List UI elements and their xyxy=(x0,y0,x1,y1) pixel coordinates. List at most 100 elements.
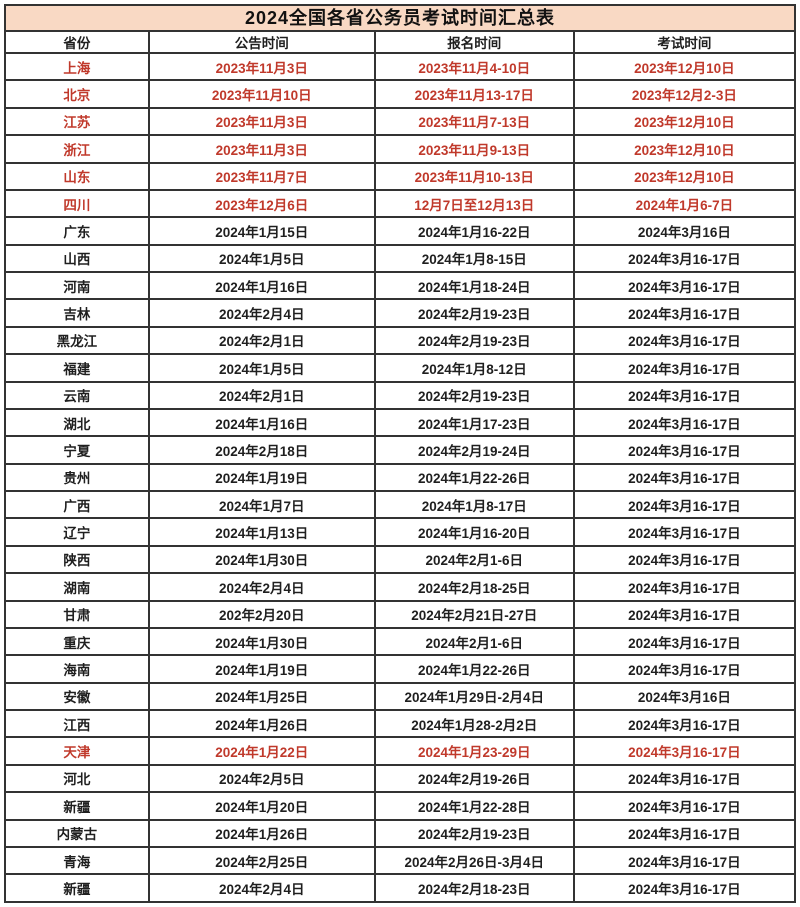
table-row: 北京 2023年11月10日 2023年11月13-17日 2023年12月2-… xyxy=(4,79,797,109)
province-cell: 新疆 xyxy=(4,791,150,821)
table-row: 山西 2024年1月5日 2024年1月8-15日 2024年3月16-17日 xyxy=(4,243,797,274)
province-cell: 安徽 xyxy=(4,681,150,712)
announce-time-cell: 2023年11月7日 xyxy=(147,161,376,191)
announce-time-cell: 2024年1月30日 xyxy=(147,626,376,657)
exam-time-cell: 2024年3月16-17日 xyxy=(572,462,797,493)
province-cell: 山东 xyxy=(4,161,150,191)
exam-time-cell: 2024年3月16-17日 xyxy=(572,407,797,438)
province-cell: 甘肃 xyxy=(4,599,150,629)
table-row: 河北 2024年2月5日 2024年2月19-26日 2024年3月16-17日 xyxy=(4,763,797,794)
announce-time-cell: 2024年2月18日 xyxy=(147,435,376,465)
announce-time-cell: 2023年11月3日 xyxy=(147,134,376,164)
province-cell: 宁夏 xyxy=(4,435,150,465)
exam-time-cell: 2024年3月16-17日 xyxy=(572,763,797,794)
announce-time-cell: 2024年1月16日 xyxy=(147,407,376,438)
announce-time-cell: 2024年2月1日 xyxy=(147,325,376,356)
announce-time-cell: 2024年1月26日 xyxy=(147,818,376,848)
province-cell: 辽宁 xyxy=(4,517,150,547)
exam-time-cell: 2024年3月16-17日 xyxy=(572,708,797,739)
register-time-cell: 2024年1月8-15日 xyxy=(373,243,575,274)
province-cell: 江苏 xyxy=(4,106,150,137)
table-row: 辽宁 2024年1月13日 2024年1月16-20日 2024年3月16-17… xyxy=(4,517,797,547)
province-cell: 云南 xyxy=(4,380,150,410)
exam-time-cell: 2024年3月16-17日 xyxy=(572,435,797,465)
exam-time-cell: 2024年3月16-17日 xyxy=(572,517,797,547)
register-time-cell: 2023年11月4-10日 xyxy=(373,51,575,82)
announce-time-cell: 2023年11月3日 xyxy=(147,106,376,137)
province-cell: 新疆 xyxy=(4,873,150,903)
province-cell: 浙江 xyxy=(4,134,150,164)
register-time-cell: 2024年1月16-20日 xyxy=(373,517,575,547)
announce-time-cell: 2024年1月15日 xyxy=(147,216,376,246)
exam-time-cell: 2023年12月10日 xyxy=(572,161,797,191)
register-time-cell: 2024年2月19-26日 xyxy=(373,763,575,794)
register-time-cell: 2024年2月19-23日 xyxy=(373,298,575,328)
announce-time-cell: 202年2月20日 xyxy=(147,599,376,629)
announce-time-cell: 2024年2月1日 xyxy=(147,380,376,410)
announce-time-cell: 2024年1月25日 xyxy=(147,681,376,712)
province-cell: 天津 xyxy=(4,736,150,766)
register-time-cell: 2024年1月22-28日 xyxy=(373,791,575,821)
province-cell: 北京 xyxy=(4,79,150,109)
province-cell: 内蒙古 xyxy=(4,818,150,848)
exam-time-cell: 2024年3月16-17日 xyxy=(572,599,797,629)
table-row: 贵州 2024年1月19日 2024年1月22-26日 2024年3月16-17… xyxy=(4,462,797,493)
announce-time-cell: 2024年1月19日 xyxy=(147,462,376,493)
table-row: 内蒙古 2024年1月26日 2024年2月19-23日 2024年3月16-1… xyxy=(4,818,797,848)
table-row: 安徽 2024年1月25日 2024年1月29日-2月4日 2024年3月16日 xyxy=(4,681,797,712)
register-time-cell: 2024年1月29日-2月4日 xyxy=(373,681,575,712)
table-row: 甘肃 202年2月20日 2024年2月21日-27日 2024年3月16-17… xyxy=(4,599,797,629)
exam-time-cell: 2024年3月16-17日 xyxy=(572,791,797,821)
exam-time-cell: 2024年3月16-17日 xyxy=(572,270,797,301)
register-time-cell: 12月7日至12月13日 xyxy=(373,188,575,219)
exam-time-cell: 2023年12月10日 xyxy=(572,51,797,82)
register-time-cell: 2024年2月19-23日 xyxy=(373,380,575,410)
announce-time-cell: 2024年2月5日 xyxy=(147,763,376,794)
announce-time-cell: 2024年2月4日 xyxy=(147,298,376,328)
announce-time-cell: 2024年2月25日 xyxy=(147,845,376,876)
table-row: 重庆 2024年1月30日 2024年2月1-6日 2024年3月16-17日 xyxy=(4,626,797,657)
province-cell: 河南 xyxy=(4,270,150,301)
province-cell: 广东 xyxy=(4,216,150,246)
province-cell: 江西 xyxy=(4,708,150,739)
register-time-cell: 2024年1月28-2月2日 xyxy=(373,708,575,739)
exam-time-cell: 2023年12月10日 xyxy=(572,134,797,164)
announce-time-cell: 2024年1月26日 xyxy=(147,708,376,739)
register-time-cell: 2024年2月19-23日 xyxy=(373,818,575,848)
table-row: 天津 2024年1月22日 2024年1月23-29日 2024年3月16-17… xyxy=(4,736,797,766)
register-time-cell: 2024年2月26日-3月4日 xyxy=(373,845,575,876)
register-time-cell: 2024年1月16-22日 xyxy=(373,216,575,246)
column-header-exam-time: 考试时间 xyxy=(572,30,797,54)
announce-time-cell: 2024年2月4日 xyxy=(147,873,376,903)
table-row: 四川 2023年12月6日 12月7日至12月13日 2024年1月6-7日 xyxy=(4,188,797,219)
table-row: 湖南 2024年2月4日 2024年2月18-25日 2024年3月16-17日 xyxy=(4,572,797,602)
announce-time-cell: 2023年11月10日 xyxy=(147,79,376,109)
table-row: 山东 2023年11月7日 2023年11月10-13日 2023年12月10日 xyxy=(4,161,797,191)
province-cell: 福建 xyxy=(4,353,150,383)
exam-time-cell: 2024年3月16-17日 xyxy=(572,818,797,848)
table-row: 江西 2024年1月26日 2024年1月28-2月2日 2024年3月16-1… xyxy=(4,708,797,739)
province-cell: 山西 xyxy=(4,243,150,274)
register-time-cell: 2024年2月1-6日 xyxy=(373,626,575,657)
register-time-cell: 2024年2月18-25日 xyxy=(373,572,575,602)
register-time-cell: 2023年11月7-13日 xyxy=(373,106,575,137)
exam-time-cell: 2024年3月16-17日 xyxy=(572,626,797,657)
exam-time-cell: 2024年3月16-17日 xyxy=(572,298,797,328)
exam-time-cell: 2024年3月16-17日 xyxy=(572,243,797,274)
exam-time-cell: 2024年3月16-17日 xyxy=(572,353,797,383)
table-row: 新疆 2024年2月4日 2024年2月18-23日 2024年3月16-17日 xyxy=(4,873,797,903)
register-time-cell: 2023年11月10-13日 xyxy=(373,161,575,191)
exam-time-cell: 2024年3月16-17日 xyxy=(572,325,797,356)
province-cell: 青海 xyxy=(4,845,150,876)
announce-time-cell: 2023年11月3日 xyxy=(147,51,376,82)
province-cell: 吉林 xyxy=(4,298,150,328)
province-cell: 贵州 xyxy=(4,462,150,493)
exam-time-cell: 2023年12月10日 xyxy=(572,106,797,137)
exam-time-cell: 2024年3月16日 xyxy=(572,216,797,246)
register-time-cell: 2024年2月19-23日 xyxy=(373,325,575,356)
column-header-province: 省份 xyxy=(4,30,150,54)
announce-time-cell: 2024年1月16日 xyxy=(147,270,376,301)
exam-schedule-table: 省份 公告时间 报名时间 考试时间 上海 2023年11月3日 2023年11月… xyxy=(4,30,797,903)
announce-time-cell: 2024年2月4日 xyxy=(147,572,376,602)
province-cell: 黑龙江 xyxy=(4,325,150,356)
